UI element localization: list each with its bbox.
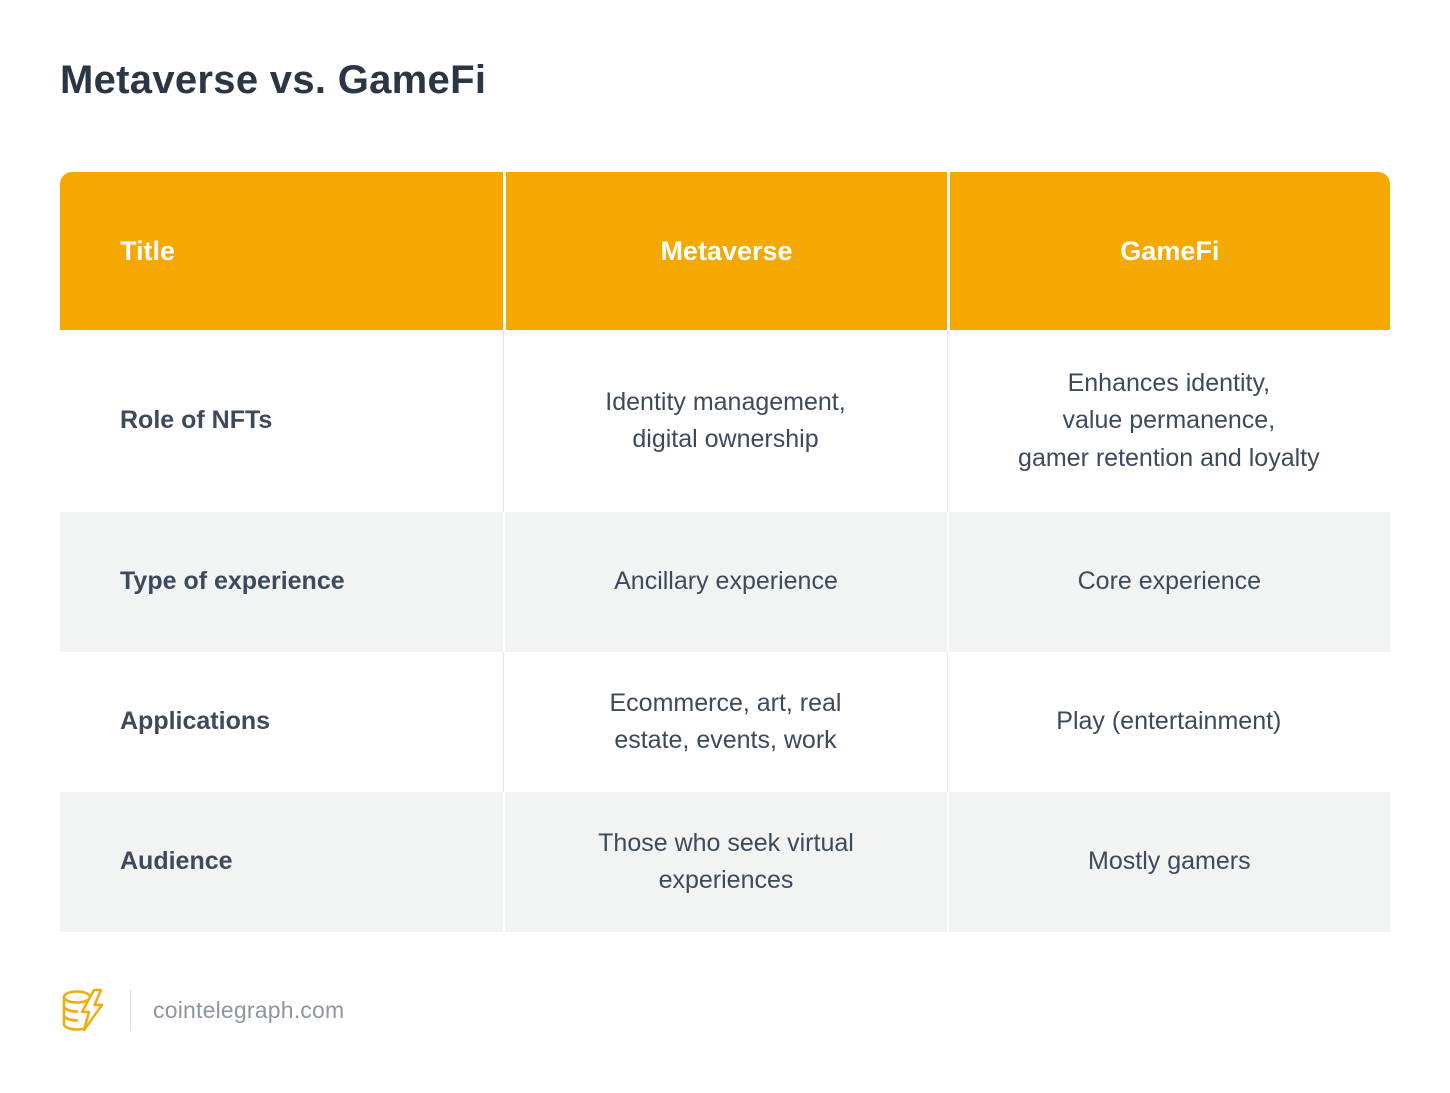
header-cell-metaverse: Metaverse	[503, 172, 946, 330]
footer: cointelegraph.com	[60, 986, 1390, 1034]
page: Metaverse vs. GameFi Title Metaverse Gam…	[60, 58, 1390, 1034]
footer-site-text: cointelegraph.com	[153, 996, 345, 1023]
table-row: Audience Those who seek virtual experien…	[60, 792, 1390, 932]
cointelegraph-logo-icon	[60, 986, 108, 1034]
row-label: Role of NFTs	[120, 406, 273, 435]
cell-metaverse: Ancillary experience	[503, 512, 946, 652]
row-label: Applications	[120, 707, 271, 736]
cell-gamefi: Mostly gamers	[946, 792, 1390, 932]
row-label: Type of experience	[120, 567, 345, 596]
page-title: Metaverse vs. GameFi	[60, 58, 487, 102]
table-header-row: Title Metaverse GameFi	[60, 172, 1390, 330]
header-cell-gamefi: GameFi	[946, 172, 1390, 330]
cell-gamefi: Enhances identity, value permanence, gam…	[946, 330, 1390, 512]
table-row: Role of NFTs Identity management, digita…	[60, 330, 1390, 512]
cell-metaverse: Those who seek virtual experiences	[503, 792, 946, 932]
table-row: Type of experience Ancillary experience …	[60, 512, 1390, 652]
cell-metaverse: Identity management, digital ownership	[503, 330, 946, 512]
row-label: Audience	[120, 847, 233, 876]
header-cell-title: Title	[120, 235, 176, 266]
cell-gamefi: Play (entertainment)	[946, 652, 1390, 792]
cell-metaverse: Ecommerce, art, real estate, events, wor…	[503, 652, 946, 792]
cell-gamefi: Core experience	[946, 512, 1390, 652]
comparison-table: Title Metaverse GameFi Role of NFTs Iden…	[60, 172, 1390, 932]
footer-divider	[130, 989, 131, 1031]
table-row: Applications Ecommerce, art, real estate…	[60, 652, 1390, 792]
